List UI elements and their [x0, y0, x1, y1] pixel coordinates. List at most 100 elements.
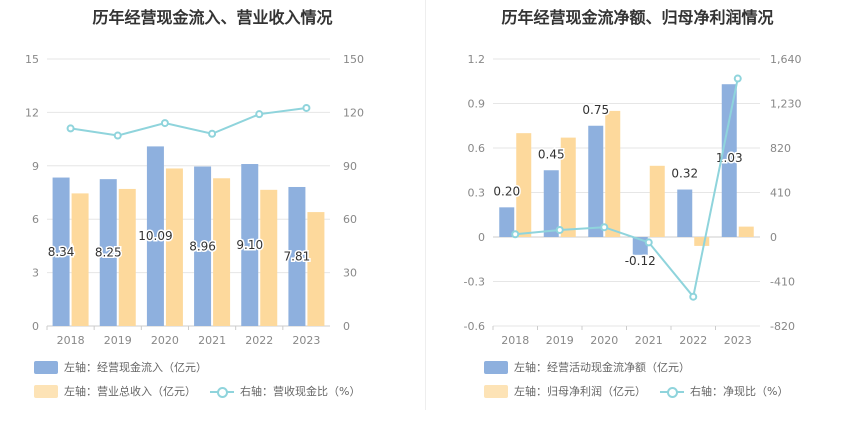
- bar-primary: [194, 166, 212, 326]
- x-axis-tick-label: 2019: [546, 334, 574, 347]
- right-axis-tick-label: 1,640: [770, 53, 802, 66]
- legend-swatch-blue: [34, 360, 58, 374]
- right-axis-tick-label: -820: [770, 320, 795, 333]
- bar-data-label: 0.45: [538, 147, 565, 161]
- left-axis-tick-label: 0.3: [468, 187, 486, 200]
- bar-primary: [543, 170, 559, 237]
- bar-secondary: [605, 110, 621, 237]
- legend-label: 左轴：经营现金流入（亿元）: [64, 361, 207, 374]
- legend-item-net-cash[interactable]: 左轴：经营活动现金流净额（亿元）: [484, 359, 690, 375]
- x-axis-tick-label: 2020: [151, 334, 179, 347]
- ratio-point: [689, 292, 698, 301]
- left-axis-tick-label: 0: [478, 231, 485, 244]
- ratio-line: [515, 78, 739, 299]
- legend-swatch-blue: [484, 360, 508, 374]
- bar-primary: [499, 207, 515, 237]
- legend-row-1: 左轴：经营活动现金流净额（亿元）: [425, 359, 690, 375]
- legend-row-2: 左轴：归母净利润（亿元） 右轴：净现比（%）: [425, 383, 788, 399]
- bar-data-label: 10.09: [138, 229, 172, 243]
- right-axis-tick-label: 120: [343, 106, 364, 119]
- bar-data-label: 0.75: [582, 103, 609, 117]
- bar-primary: [288, 186, 306, 326]
- ratio-point: [113, 131, 122, 140]
- legend-item-revenue[interactable]: 左轴：营业总收入（亿元）: [34, 383, 196, 399]
- legend-item-ratio[interactable]: 右轴：净现比（%）: [660, 383, 788, 399]
- legend-swatch-line: [660, 385, 684, 398]
- legend-label: 右轴：净现比（%）: [690, 385, 789, 398]
- bar-data-label: 8.34: [48, 245, 75, 259]
- ratio-point: [208, 129, 217, 138]
- x-axis-tick-label: 2019: [104, 334, 132, 347]
- right-axis-tick-label: 820: [770, 142, 791, 155]
- legend-label: 左轴：营业总收入（亿元）: [64, 385, 196, 398]
- ratio-point: [555, 225, 564, 234]
- legend-label: 左轴：归母净利润（亿元）: [514, 385, 646, 398]
- chart-title: 历年经营现金流净额、归母净利润情况: [501, 8, 774, 27]
- bar-secondary: [694, 237, 710, 246]
- x-axis-tick-label: 2023: [724, 334, 752, 347]
- left-axis-tick-label: 12: [25, 106, 39, 119]
- bar-secondary: [560, 137, 576, 237]
- bar-data-label: 9.10: [236, 238, 263, 252]
- bar-secondary: [71, 193, 89, 326]
- bar-secondary: [165, 168, 183, 326]
- legend-item-net-profit[interactable]: 左轴：归母净利润（亿元）: [484, 383, 646, 399]
- legend-item-ratio[interactable]: 右轴：营收现金比（%）: [210, 383, 360, 399]
- bar-secondary: [118, 188, 136, 326]
- legend-label: 左轴：经营活动现金流净额（亿元）: [514, 361, 690, 374]
- bar-data-label: -0.12: [625, 254, 656, 268]
- ratio-point: [66, 124, 75, 133]
- legend-swatch-line: [210, 385, 234, 398]
- left-axis-tick-label: 3: [32, 267, 39, 280]
- right-axis-tick-label: 150: [343, 53, 364, 66]
- left-axis-tick-label: 0: [32, 320, 39, 333]
- left-axis-tick-label: 9: [32, 160, 39, 173]
- bar-data-label: 7.81: [284, 249, 311, 263]
- bar-primary: [241, 164, 259, 326]
- net-cash-profit-panel: 历年经营现金流净额、归母净利润情况 -0.6 -820 -0.3 -410 0 0 0.3 4…: [425, 0, 850, 437]
- ratio-point: [644, 238, 653, 247]
- legend-item-cash-inflow[interactable]: 左轴：经营现金流入（亿元）: [34, 359, 207, 375]
- bar-secondary: [516, 133, 532, 237]
- net-cash-profit-chart: -0.6 -820 -0.3 -410 0 0 0.3 410 0.6 820 0.9 1,230 1.…: [464, 53, 802, 347]
- ratio-point: [511, 230, 520, 239]
- bar-primary: [588, 125, 604, 237]
- right-axis-tick-label: 30: [343, 267, 357, 280]
- ratio-point: [255, 110, 264, 119]
- left-axis-tick-label: 0.6: [468, 142, 486, 155]
- right-axis-tick-label: -410: [770, 276, 795, 289]
- legend-label: 右轴：营收现金比（%）: [240, 385, 361, 398]
- left-axis-tick-label: 0.9: [468, 98, 486, 111]
- bar-primary: [677, 189, 693, 237]
- bar-secondary: [260, 189, 278, 326]
- legend-swatch-orange: [34, 384, 58, 398]
- bar-primary: [52, 177, 70, 326]
- chart-title: 历年经营现金流入、营业收入情况: [92, 8, 333, 27]
- right-axis-tick-label: 410: [770, 187, 791, 200]
- ratio-line: [70, 106, 307, 137]
- bar-data-label: 0.32: [671, 167, 698, 181]
- bar-data-label: 0.20: [493, 184, 520, 198]
- bar-data-label: 8.96: [189, 239, 216, 253]
- ratio-point: [160, 119, 169, 128]
- left-axis-tick-label: 1.2: [468, 53, 486, 66]
- cash-inflow-revenue-chart: 0 0 3 30 6 60 9 90 12 120 15 150 2018 8.34 2019 8.25 202…: [25, 53, 364, 347]
- bar-secondary: [649, 165, 665, 237]
- legend-swatch-orange: [484, 384, 508, 398]
- x-axis-tick-label: 2020: [590, 334, 618, 347]
- left-axis-tick-label: 6: [32, 213, 39, 226]
- right-axis-tick-label: 90: [343, 160, 357, 173]
- bar-primary: [99, 179, 117, 326]
- x-axis-tick-label: 2022: [679, 334, 707, 347]
- bar-secondary: [307, 212, 325, 326]
- bar-secondary: [738, 226, 754, 237]
- left-axis-tick-label: -0.6: [464, 320, 485, 333]
- left-axis-tick-label: 15: [25, 53, 39, 66]
- x-axis-tick-label: 2018: [57, 334, 85, 347]
- legend-row-2: 左轴：营业总收入（亿元） 右轴：营收现金比（%）: [0, 383, 360, 399]
- ratio-point: [302, 103, 311, 112]
- x-axis-tick-label: 2021: [635, 334, 663, 347]
- x-axis-tick-label: 2021: [198, 334, 226, 347]
- legend-row-1: 左轴：经营现金流入（亿元）: [0, 359, 207, 375]
